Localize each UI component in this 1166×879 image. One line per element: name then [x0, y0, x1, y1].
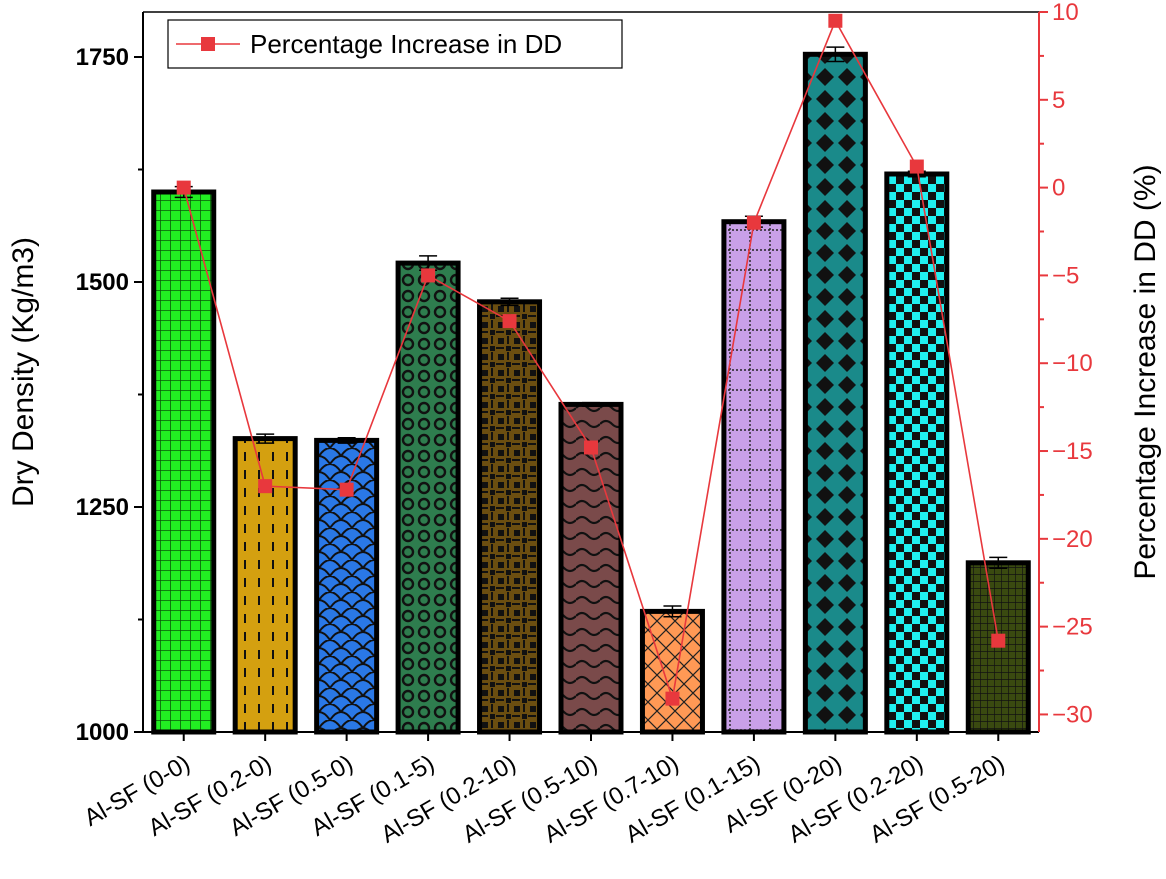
y-tick-label-0: 1000 [76, 719, 129, 746]
y-axis-title: Dry Density (Kg/m3) [7, 237, 40, 507]
legend: Percentage Increase in DD [167, 19, 623, 69]
line-point-7 [746, 215, 761, 230]
line-point-1 [258, 479, 273, 494]
bar-3 [395, 260, 461, 735]
line-point-8 [828, 13, 843, 28]
y-tick-label-3: 1750 [76, 44, 129, 71]
legend-box [167, 19, 623, 69]
y2-tick-label-7: −25 [1052, 614, 1093, 641]
y2-tick-label-2: 0 [1052, 175, 1065, 202]
y-tick-label-2: 1500 [76, 269, 129, 296]
y2-tick-label-1: 5 [1052, 87, 1065, 114]
bar-8 [802, 51, 868, 735]
y2-tick-label-4: −10 [1052, 350, 1093, 377]
line-point-5 [584, 440, 598, 455]
bar-0 [151, 189, 217, 735]
line-point-6 [665, 691, 680, 706]
line-point-9 [909, 159, 924, 174]
y2-tick-label-3: −5 [1052, 262, 1079, 289]
y2-tick-label-5: −15 [1052, 438, 1093, 465]
bar-4 [477, 299, 543, 735]
line-point-2 [339, 482, 354, 497]
legend-label: Percentage Increase in DD [250, 29, 562, 59]
y-tick-label-1: 1250 [76, 494, 129, 521]
y2-tick-label-6: −20 [1052, 526, 1093, 553]
y2-tick-label-0: 10 [1052, 0, 1079, 26]
line-point-10 [991, 633, 1006, 648]
bar-7 [721, 219, 787, 735]
bar-6 [639, 608, 705, 735]
bar-9 [884, 171, 950, 735]
legend-marker [201, 37, 215, 51]
line-point-3 [421, 268, 436, 283]
line-point-4 [502, 314, 517, 329]
line-point-0 [176, 180, 191, 195]
y2-tick-label-8: −30 [1052, 701, 1093, 728]
bars-layer [151, 51, 1031, 735]
percentage-line-layer [176, 13, 1006, 706]
y2-axis-title: Percentage Increase in DD (%) [1129, 164, 1162, 579]
